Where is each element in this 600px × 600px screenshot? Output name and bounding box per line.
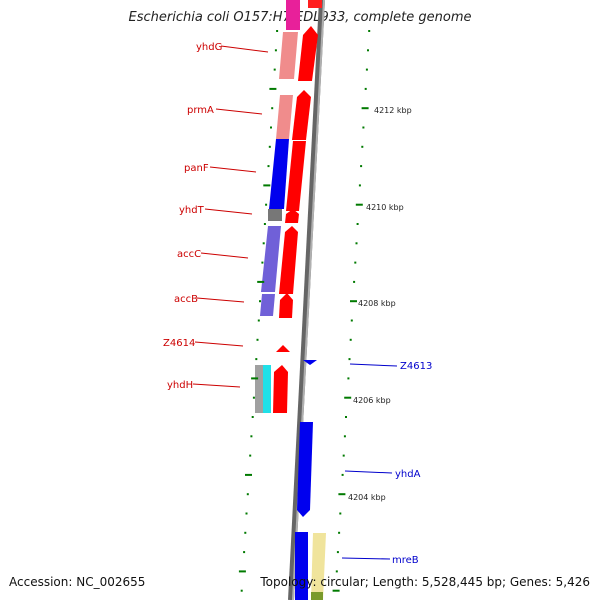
outer-minor-tick <box>274 49 277 52</box>
gene-label-mreB[interactable]: mreB <box>392 555 419 566</box>
scale-label-4204: 4204 kbp <box>348 493 386 502</box>
gene-label-prmA[interactable]: prmA <box>187 105 214 116</box>
inner-minor-tick <box>354 261 357 264</box>
gene-accB-block[interactable] <box>260 293 293 318</box>
outer-minor-tick <box>265 203 268 206</box>
inner-minor-tick <box>348 358 351 361</box>
gene-accC-block[interactable] <box>261 226 298 294</box>
gene-yhdA-block[interactable] <box>297 422 313 517</box>
inner-minor-tick <box>336 551 339 554</box>
gene-mreB-block[interactable] <box>295 532 326 600</box>
outer-major-tick <box>263 184 271 187</box>
outer-minor-tick <box>249 454 252 457</box>
gene-label-yhdA[interactable]: yhdA <box>395 469 421 480</box>
gene-label-Z4613[interactable]: Z4613 <box>400 361 432 372</box>
gene-prmA-block[interactable] <box>276 90 311 140</box>
feature-top-stub[interactable] <box>286 0 322 30</box>
outer-minor-tick <box>270 126 272 129</box>
outer-minor-tick <box>276 30 279 32</box>
gene-label-accB[interactable]: accB <box>174 294 198 305</box>
inner-major-tick <box>344 396 352 399</box>
gene-label-yhdG[interactable]: yhdG <box>196 42 222 53</box>
outer-minor-tick <box>251 416 254 418</box>
gene-label-yhdH[interactable]: yhdH <box>167 380 193 391</box>
inner-major-tick <box>332 589 340 592</box>
gene-yhdG-block[interactable] <box>279 26 318 81</box>
inner-minor-tick <box>360 165 363 168</box>
gene-yhdT-block[interactable] <box>268 209 299 223</box>
outer-minor-tick <box>240 589 243 592</box>
outer-minor-tick <box>255 358 258 361</box>
outer-minor-tick <box>246 493 249 496</box>
inner-minor-tick <box>361 145 364 148</box>
inner-major-tick <box>355 203 363 206</box>
inner-major-tick <box>338 493 346 496</box>
inner-minor-tick <box>358 184 361 187</box>
inner-minor-tick <box>355 242 358 245</box>
gene-Z4613-block[interactable] <box>303 360 317 365</box>
outer-minor-tick <box>259 300 261 303</box>
inner-minor-tick <box>339 512 342 515</box>
outer-minor-tick <box>267 165 270 168</box>
outer-minor-tick <box>257 319 260 322</box>
outer-minor-tick <box>263 223 266 225</box>
accession-text: Accession: NC_002655 <box>9 575 146 589</box>
outer-minor-tick <box>252 396 255 399</box>
outer-major-tick <box>251 377 259 380</box>
left-leader-lines <box>192 45 269 388</box>
outer-major-tick <box>245 473 252 476</box>
inner-minor-tick <box>347 377 350 380</box>
outer-major-tick <box>238 570 246 573</box>
inner-major-tick <box>350 300 357 303</box>
scale-label-4210: 4210 kbp <box>366 203 404 212</box>
genome-summary-text: Topology: circular; Length: 5,528,445 bp… <box>260 575 590 589</box>
inner-major-tick <box>361 107 369 110</box>
inner-minor-tick <box>368 30 371 32</box>
inner-minor-tick <box>338 531 341 534</box>
outer-minor-tick <box>243 551 246 554</box>
gene-label-yhdT[interactable]: yhdT <box>179 205 205 216</box>
outer-minor-tick <box>262 242 265 245</box>
outer-minor-tick <box>268 145 271 148</box>
inner-minor-tick <box>356 223 359 225</box>
outer-minor-tick <box>244 531 247 534</box>
inner-minor-tick <box>364 87 367 90</box>
inner-minor-tick <box>365 68 368 71</box>
inner-minor-tick <box>335 570 338 573</box>
gene-yhdH-block[interactable] <box>255 365 288 413</box>
inner-minor-tick <box>345 416 347 418</box>
scale-label-4208: 4208 kbp <box>358 299 396 308</box>
inner-minor-tick <box>353 280 356 283</box>
outer-major-tick <box>257 280 265 283</box>
right-leader-lines <box>341 363 398 560</box>
outer-minor-tick <box>250 435 253 438</box>
inner-minor-tick <box>341 473 344 476</box>
inner-minor-tick <box>343 435 346 438</box>
inner-minor-tick <box>362 126 365 129</box>
gene-label-panF[interactable]: panF <box>184 163 209 174</box>
gene-Z4614-block[interactable] <box>276 345 290 352</box>
outer-minor-tick <box>261 261 264 264</box>
inner-minor-tick <box>350 319 353 322</box>
scale-label-4212: 4212 kbp <box>374 106 412 115</box>
outer-minor-tick <box>273 68 276 71</box>
outer-minor-tick <box>256 338 259 341</box>
inner-minor-tick <box>367 49 369 52</box>
inner-minor-tick <box>342 454 345 457</box>
scale-ticks <box>238 30 371 592</box>
gene-label-accC[interactable]: accC <box>177 249 201 260</box>
outer-minor-tick <box>271 107 274 110</box>
inner-minor-tick <box>349 338 352 341</box>
gene-panF-block[interactable] <box>269 139 306 211</box>
gene-label-Z4614[interactable]: Z4614 <box>163 338 195 349</box>
scale-label-4206: 4206 kbp <box>353 396 391 405</box>
outer-minor-tick <box>245 512 248 515</box>
outer-major-tick <box>269 87 277 90</box>
